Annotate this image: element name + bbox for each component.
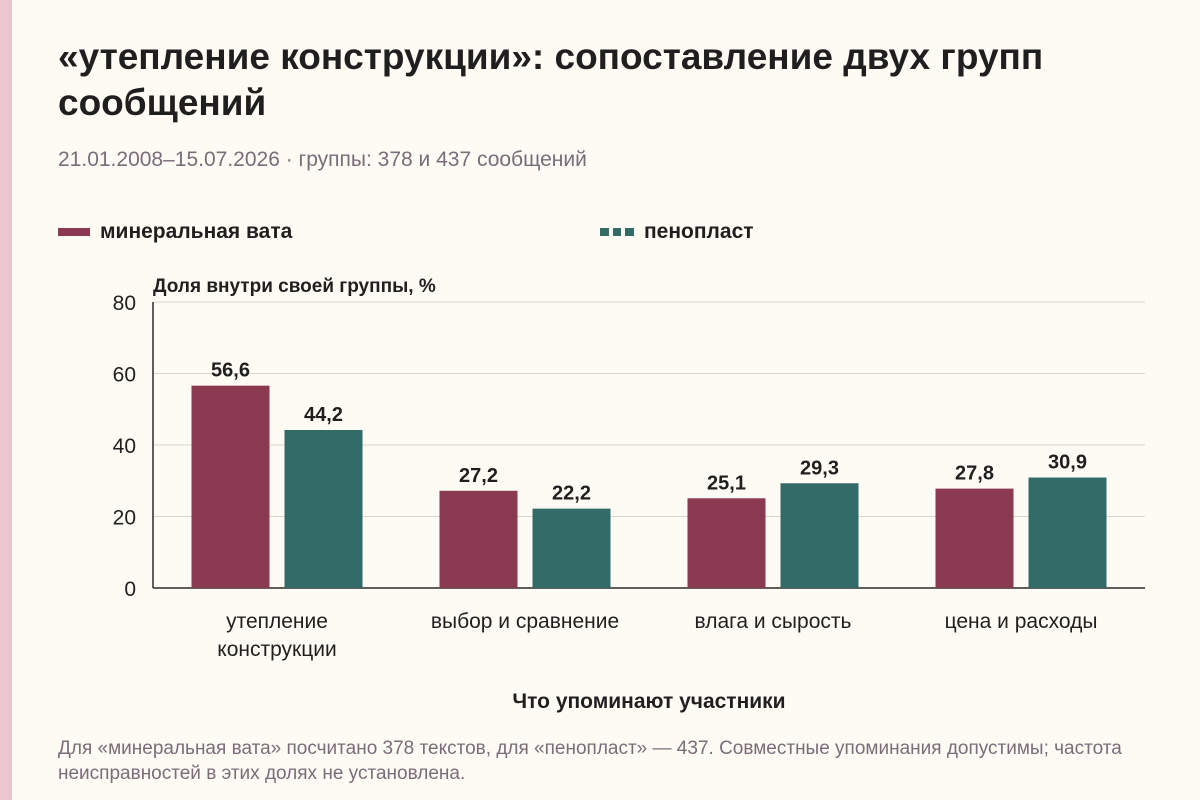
- x-tick-label: влага и сырость: [695, 610, 852, 633]
- chart-title: «утепление конструкции»: сопоставление д…: [58, 36, 1044, 123]
- bar: [284, 429, 363, 588]
- bar-chart: 0 20 40 60 80 Доля внутри своей группы, % 56,6…: [113, 276, 1145, 713]
- legend-item-series-b: пенопласт: [600, 220, 754, 244]
- data-label: 27,2: [459, 465, 498, 487]
- x-axis-label: Что упоминают участники: [512, 690, 785, 713]
- y-tick-label: 80: [113, 292, 136, 315]
- chart-subtitle: 21.01.2008–15.07.2026 · группы: 378 и 43…: [58, 148, 587, 171]
- y-axis-label: Доля внутри своей группы, %: [153, 276, 436, 297]
- bar: [687, 498, 766, 588]
- legend-label-series-a: минеральная вата: [100, 220, 293, 243]
- y-tick-label: 40: [113, 435, 136, 458]
- bar: [780, 483, 859, 588]
- data-label: 30,9: [1048, 452, 1087, 474]
- legend-item-series-a: минеральная вата: [58, 220, 292, 244]
- x-tick-label: утепление конструкции: [217, 610, 336, 661]
- bar: [935, 488, 1014, 588]
- left-accent-stripe: [0, 0, 12, 800]
- data-label: 44,2: [304, 404, 343, 426]
- x-tick-label: выбор и сравнение: [431, 610, 619, 633]
- x-tick-label: цена и расходы: [945, 610, 1098, 633]
- footnote: Для «минеральная вата» посчитано 378 тек…: [58, 738, 1122, 784]
- data-label: 27,8: [955, 463, 994, 485]
- legend-swatch-series-a: [58, 228, 90, 236]
- data-label: 29,3: [800, 457, 839, 479]
- bar: [532, 508, 611, 588]
- data-label: 25,1: [707, 472, 746, 494]
- bar: [1028, 477, 1107, 588]
- y-tick-label: 20: [113, 507, 136, 530]
- y-tick-label: 0: [124, 578, 136, 601]
- legend-swatch-series-b: [600, 228, 635, 236]
- bar: [439, 490, 518, 588]
- y-tick-label: 60: [113, 364, 136, 387]
- legend-label-series-b: пенопласт: [644, 220, 754, 243]
- data-label: 22,2: [552, 483, 591, 505]
- data-label: 56,6: [211, 360, 250, 382]
- bar: [191, 385, 270, 588]
